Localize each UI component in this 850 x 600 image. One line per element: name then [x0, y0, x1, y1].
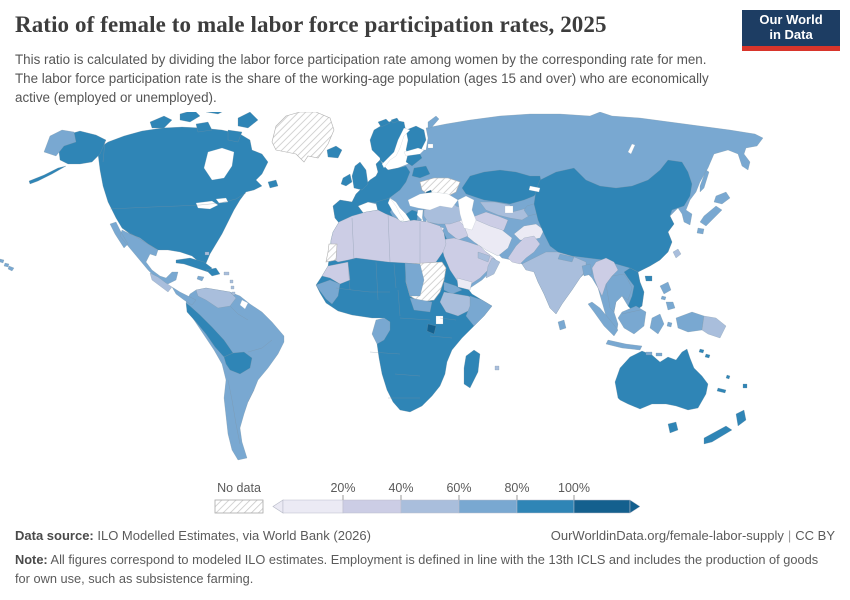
region-indonesia-malaysia[interactable]	[587, 301, 705, 357]
region-india[interactable]	[521, 251, 587, 315]
region-chukotka[interactable]	[43, 129, 77, 157]
region-uk-ireland[interactable]	[340, 161, 369, 191]
region-belarus[interactable]	[411, 165, 431, 179]
region-madagascar[interactable]	[463, 349, 481, 389]
legend-tick-100: 100%	[558, 481, 590, 495]
region-gabon-congo-coast[interactable]	[371, 317, 391, 345]
legend-no-data-label: No data	[217, 481, 261, 495]
legend-bin-4	[516, 499, 575, 514]
attribution-separator: |	[787, 528, 792, 543]
region-novaya-zemlya[interactable]	[427, 115, 440, 130]
region-south-america[interactable]	[185, 287, 285, 461]
map-legend: No data 20% 40% 60% 80% 100%	[214, 481, 641, 514]
region-western-europe[interactable]	[332, 159, 411, 227]
seas-and-lakes	[195, 127, 636, 325]
world-choropleth-map[interactable]	[0, 112, 850, 470]
legend-tick-80: 80%	[504, 481, 529, 495]
region-central-america-south[interactable]	[171, 286, 197, 306]
region-eritrea-djibouti[interactable]	[443, 281, 463, 295]
region-rwanda-burundi[interactable]	[426, 323, 437, 335]
region-newfoundland[interactable]	[267, 179, 279, 189]
data-source-text: ILO Modelled Estimates, via World Bank (…	[93, 528, 371, 543]
source-row: Data source: ILO Modelled Estimates, via…	[15, 528, 835, 543]
region-japan[interactable]	[696, 191, 731, 235]
legend-tick-20: 20%	[330, 481, 355, 495]
logo-line1: Our World	[759, 12, 823, 28]
legend-bin-3	[458, 499, 518, 514]
region-south-asia-medium[interactable]	[557, 253, 593, 331]
region-peru[interactable]	[185, 302, 234, 358]
region-svalbard[interactable]	[377, 117, 400, 128]
data-source-label: Data source:	[15, 528, 94, 543]
chart-subtitle: This ratio is calculated by dividing the…	[15, 52, 709, 106]
region-south-sudan[interactable]	[409, 297, 433, 313]
region-small-islands[interactable]	[204, 251, 500, 371]
legend-bin-5	[573, 499, 631, 514]
region-yemen[interactable]	[456, 277, 473, 291]
region-canada-arctic-islands[interactable]	[149, 112, 259, 143]
region-pakistan[interactable]	[507, 235, 541, 265]
region-myanmar[interactable]	[591, 257, 619, 297]
region-new-zealand[interactable]	[703, 409, 747, 445]
region-central-america-north[interactable]	[149, 272, 173, 293]
region-somalia[interactable]	[465, 295, 493, 327]
legend-bin-1	[342, 499, 402, 514]
legend-ticks	[342, 495, 575, 500]
region-iceland[interactable]	[326, 145, 343, 159]
legend-arrow-right	[629, 499, 641, 514]
legend-no-data-swatch	[214, 499, 264, 514]
region-jamaica[interactable]	[196, 275, 205, 282]
region-greater-antilles[interactable]	[175, 257, 221, 277]
logo-line2: in Data	[769, 27, 813, 42]
region-west-africa-coast[interactable]	[315, 279, 341, 305]
region-north-africa[interactable]	[330, 209, 447, 265]
legend-bin-0	[282, 499, 344, 514]
region-china[interactable]	[533, 159, 693, 282]
data-source: Data source: ILO Modelled Estimates, via…	[15, 528, 371, 543]
legend-arrow-left	[272, 499, 284, 514]
region-papua-new-guinea[interactable]	[701, 315, 727, 339]
region-venezuela[interactable]	[195, 287, 237, 309]
region-thailand[interactable]	[605, 273, 633, 313]
region-philippines[interactable]	[659, 281, 676, 311]
region-australia[interactable]	[614, 348, 709, 434]
country-borders	[102, 140, 641, 445]
license-label: CC BY	[795, 528, 835, 543]
region-western-sahara[interactable]	[325, 243, 338, 263]
note-label: Note:	[15, 552, 48, 567]
owid-logo[interactable]: Our World in Data	[742, 10, 840, 51]
attribution: OurWorldinData.org/female-labor-supply | C…	[551, 528, 835, 543]
note-row: Note: All figures correspond to modeled …	[15, 551, 835, 588]
region-bolivia[interactable]	[223, 351, 253, 375]
legend-tick-60: 60%	[446, 481, 471, 495]
region-afghanistan[interactable]	[513, 223, 545, 241]
region-french-guiana[interactable]	[239, 299, 249, 310]
legend-bin-2	[400, 499, 460, 514]
legend-tick-40: 40%	[388, 481, 413, 495]
region-hawaii[interactable]	[0, 258, 15, 272]
region-pacific-islands[interactable]	[698, 348, 748, 394]
page-title: Ratio of female to male labor force part…	[15, 12, 607, 37]
region-greenland[interactable]	[271, 112, 335, 163]
note-text: All figures correspond to modeled ILO es…	[15, 552, 819, 586]
region-sakhalin[interactable]	[699, 169, 710, 193]
region-taiwan[interactable]	[672, 248, 682, 259]
region-oman-gulf-states[interactable]	[477, 251, 501, 279]
owid-url-link[interactable]: OurWorldinData.org/female-labor-supply	[550, 528, 784, 543]
